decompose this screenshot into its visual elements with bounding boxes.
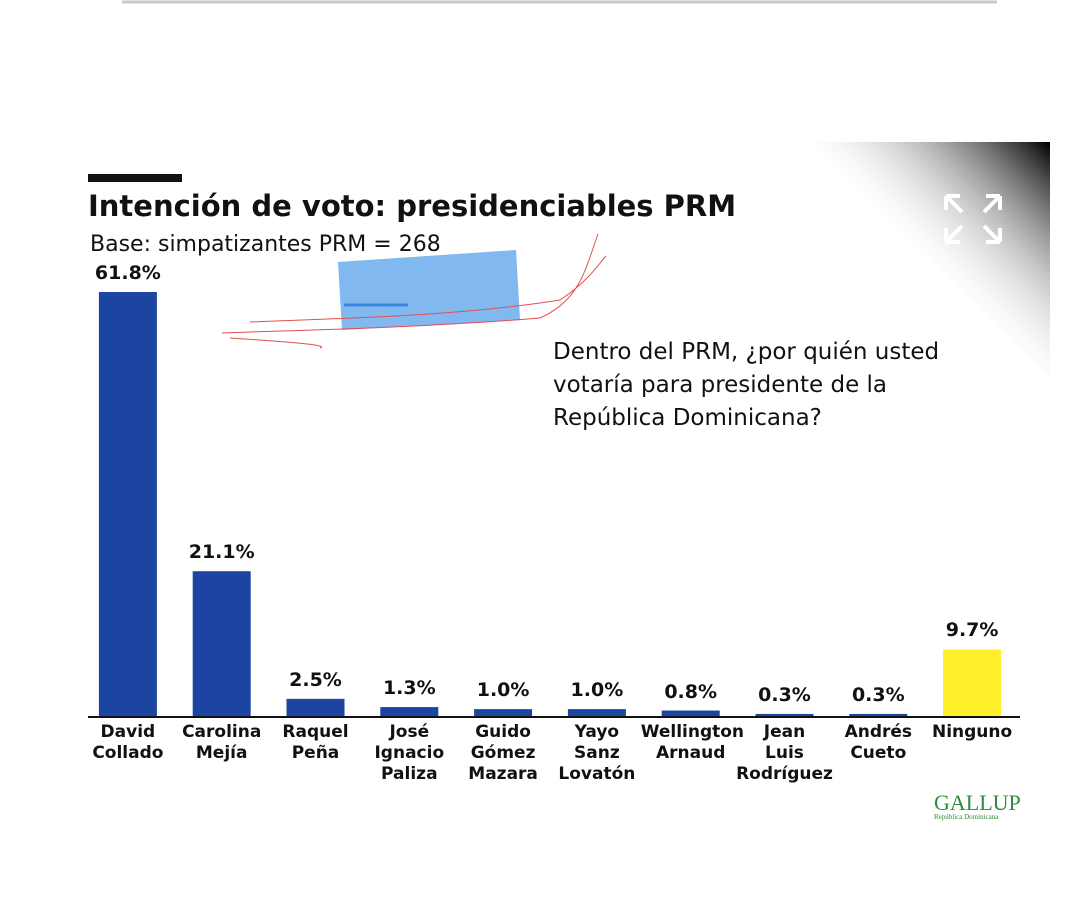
- x-tick-label: David Collado: [92, 722, 164, 763]
- x-tick-label: Wellington Arnaud: [640, 722, 745, 763]
- chart-title: Intención de voto: presidenciables PRM: [88, 189, 736, 223]
- value-label: 0.3%: [758, 683, 811, 706]
- scribble: [221, 233, 607, 349]
- bar: [755, 713, 814, 716]
- expand-icon: [944, 194, 1002, 244]
- bar: [192, 571, 251, 716]
- bar: [943, 649, 1002, 716]
- value-label: 1.0%: [476, 679, 530, 702]
- value-label: 0.8%: [664, 680, 718, 703]
- question: Dentro del PRM, ¿por quién usted votaría…: [553, 339, 940, 431]
- overlay-rect: [338, 250, 520, 330]
- x-tick-label: Yayo Sanz Lovatón: [558, 722, 636, 784]
- bar: [849, 713, 908, 716]
- bar: [286, 698, 345, 716]
- value-label: 1.0%: [570, 679, 624, 702]
- x-tick-label: Guido Gómez Mazara: [468, 722, 538, 784]
- source-subtitle: República Dominicana: [934, 813, 999, 821]
- value-label: 1.3%: [382, 677, 436, 700]
- value-label: 0.3%: [851, 683, 905, 706]
- value-label: 2.5%: [289, 668, 342, 691]
- value-label: 21.1%: [188, 541, 255, 564]
- chart-subtitle: Base: simpatizantes PRM = 268: [90, 232, 441, 257]
- source-logo: GALLUP: [934, 790, 1021, 815]
- x-tick-label: José Ignacio Paliza: [374, 722, 445, 784]
- corner-shade: [810, 142, 1050, 380]
- x-tick-label: Carolina Mejía: [182, 722, 262, 763]
- value-label: 61.8%: [94, 262, 161, 284]
- title-bar: [88, 174, 182, 182]
- value-label: 9.7%: [945, 619, 999, 642]
- x-tick-label: Ninguno: [931, 722, 1013, 742]
- bar: [474, 709, 533, 716]
- bar: [98, 292, 157, 716]
- bar: [380, 707, 439, 716]
- x-tick-label: Jean Luis Rodríguez: [736, 722, 833, 784]
- x-tick-label: Raquel Peña: [282, 722, 349, 763]
- bar: [567, 709, 626, 716]
- x-tick-label: Andrés Cueto: [844, 722, 913, 763]
- bar: [661, 710, 720, 716]
